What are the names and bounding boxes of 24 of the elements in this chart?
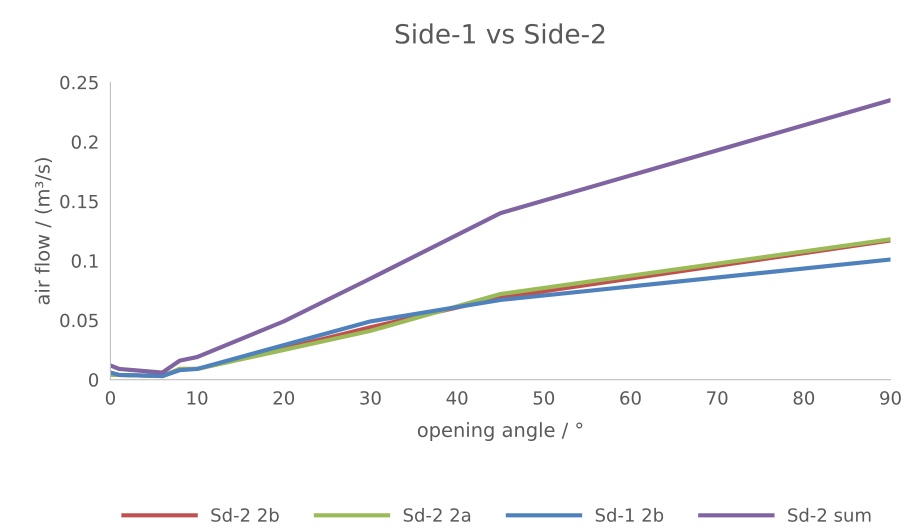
x-tick-label: 70 bbox=[707, 391, 728, 405]
x-tick-label: 30 bbox=[360, 391, 381, 405]
y-tick-label: 0.2 bbox=[72, 135, 98, 149]
x-tick-label: 40 bbox=[446, 391, 468, 405]
y-tick-label: 0 bbox=[89, 373, 98, 387]
y-tick-label: 0.05 bbox=[60, 314, 98, 328]
legend-label: Sd-2 2b bbox=[211, 508, 279, 522]
y-axis-title: air flow / (m³/s) bbox=[34, 158, 52, 304]
line-series bbox=[110, 98, 891, 375]
chart-title: Side-1 vs Side-2 bbox=[396, 23, 604, 44]
x-tick-label: 10 bbox=[188, 391, 208, 405]
x-tick-label: 20 bbox=[274, 391, 294, 405]
legend-label: Sd-1 2b bbox=[596, 508, 664, 522]
y-tick-label: 0.15 bbox=[60, 194, 98, 208]
legend-label: Sd-2 2a bbox=[404, 508, 470, 522]
x-tick-label: 90 bbox=[880, 391, 901, 405]
y-tick-label: 0.25 bbox=[60, 76, 98, 90]
legend-label: Sd-2 sum bbox=[788, 508, 870, 522]
x-tick-label: 50 bbox=[534, 391, 554, 405]
x-tick-label: 0 bbox=[106, 391, 115, 405]
y-tick-label: 0.1 bbox=[72, 254, 98, 268]
x-axis-title: opening angle / ° bbox=[418, 422, 582, 441]
x-tick-label: 80 bbox=[794, 391, 814, 405]
x-tick-label: 60 bbox=[620, 391, 641, 405]
